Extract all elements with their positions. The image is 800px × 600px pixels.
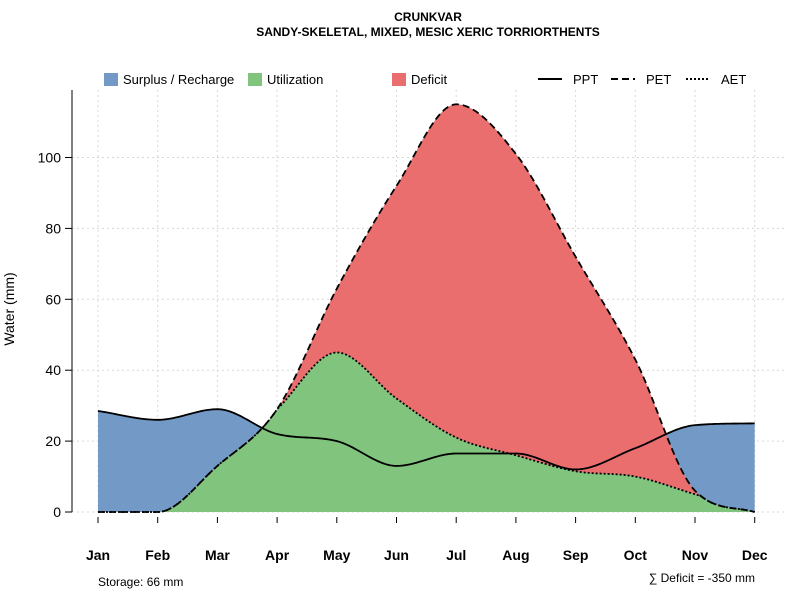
fill-areas (98, 104, 755, 512)
legend-label-deficit: Deficit (411, 72, 448, 87)
legend: Surplus / Recharge Utilization Deficit PPT P… (104, 72, 746, 87)
legend-label-utilization: Utilization (267, 72, 323, 87)
x-tick-label-jul: Jul (446, 547, 466, 563)
x-tick-label-sep: Sep (563, 547, 589, 563)
x-tick-label-jun: Jun (384, 547, 409, 563)
utilization-area (98, 352, 755, 512)
x-tick-label-jan: Jan (86, 547, 110, 563)
x-tick-label-may: May (323, 547, 350, 563)
axes: 0 20 40 60 80 100 Jan Feb Mar Apr May Jun Jul Aug Sep O… (38, 90, 768, 563)
pet-line (98, 103, 755, 513)
legend-label-pet: PET (646, 72, 671, 87)
x-tick-label-aug: Aug (502, 547, 529, 563)
x-tick-label-oct: Oct (624, 547, 648, 563)
legend-swatch-surplus-recharge (104, 73, 118, 86)
ppt-line (97, 408, 755, 471)
y-tick-label-20: 20 (45, 433, 61, 449)
y-tick-label-60: 60 (45, 291, 61, 307)
legend-swatch-utilization (248, 73, 262, 86)
x-tick-label-feb: Feb (145, 547, 170, 563)
y-tick-label-80: 80 (45, 220, 61, 236)
legend-swatch-deficit (392, 73, 406, 86)
aet-line (98, 351, 755, 513)
legend-label-ppt: PPT (573, 72, 598, 87)
legend-label-aet: AET (721, 72, 746, 87)
y-axis-label: Water (mm) (1, 272, 17, 345)
x-tick-label-dec: Dec (742, 547, 768, 563)
x-tick-label-apr: Apr (265, 547, 290, 563)
series-lines (97, 103, 755, 513)
y-tick-label-40: 40 (45, 362, 61, 378)
legend-label-surplus-recharge: Surplus / Recharge (123, 72, 234, 87)
chart-title: CRUNKVAR (394, 10, 462, 24)
y-tick-label-100: 100 (38, 150, 62, 166)
x-tick-label-nov: Nov (682, 547, 709, 563)
chart-subtitle: SANDY-SKELETAL, MIXED, MESIC XERIC TORRI… (256, 25, 600, 39)
storage-note: Storage: 66 mm (98, 575, 183, 589)
x-tick-label-mar: Mar (205, 547, 230, 563)
deficit-area (98, 104, 755, 512)
y-tick-label-0: 0 (53, 504, 61, 520)
deficit-note: ∑ Deficit = -350 mm (649, 571, 755, 585)
